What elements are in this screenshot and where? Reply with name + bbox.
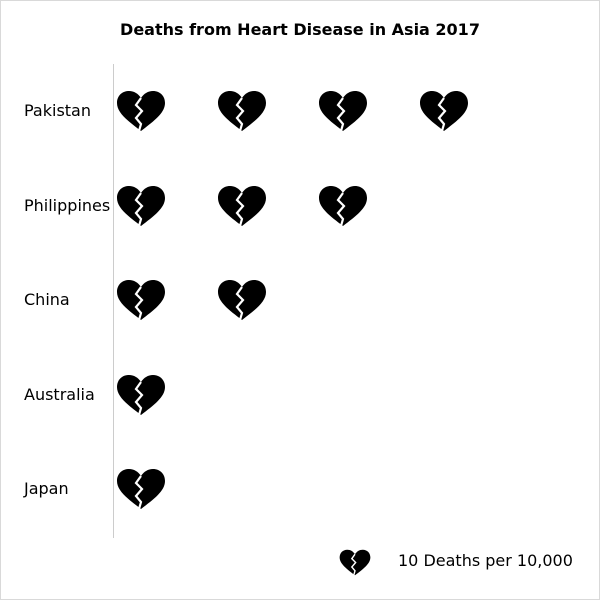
legend-broken-heart-icon: [339, 549, 371, 576]
category-label: Australia: [24, 384, 95, 404]
broken-heart-icon: [319, 91, 367, 132]
broken-heart-icon: [420, 91, 468, 132]
broken-heart-icon: [117, 91, 165, 132]
category-label: Philippines: [24, 195, 111, 215]
category-label: Japan: [24, 479, 69, 498]
broken-heart-icon: [319, 185, 367, 226]
broken-heart-icon: [117, 374, 165, 415]
category-label: Pakistan: [24, 101, 91, 120]
legend-label: 10 Deaths per 10,000: [398, 551, 573, 570]
broken-heart-icon: [218, 185, 266, 226]
broken-heart-icon: [117, 280, 165, 321]
category-label: China: [24, 290, 70, 309]
broken-heart-icon: [218, 280, 266, 321]
chart-title: Deaths from Heart Disease in Asia 2017: [120, 20, 480, 39]
broken-heart-icon: [117, 185, 165, 226]
broken-heart-icon: [117, 469, 165, 510]
broken-heart-icon: [218, 91, 266, 132]
category-axis-line: [113, 64, 114, 538]
